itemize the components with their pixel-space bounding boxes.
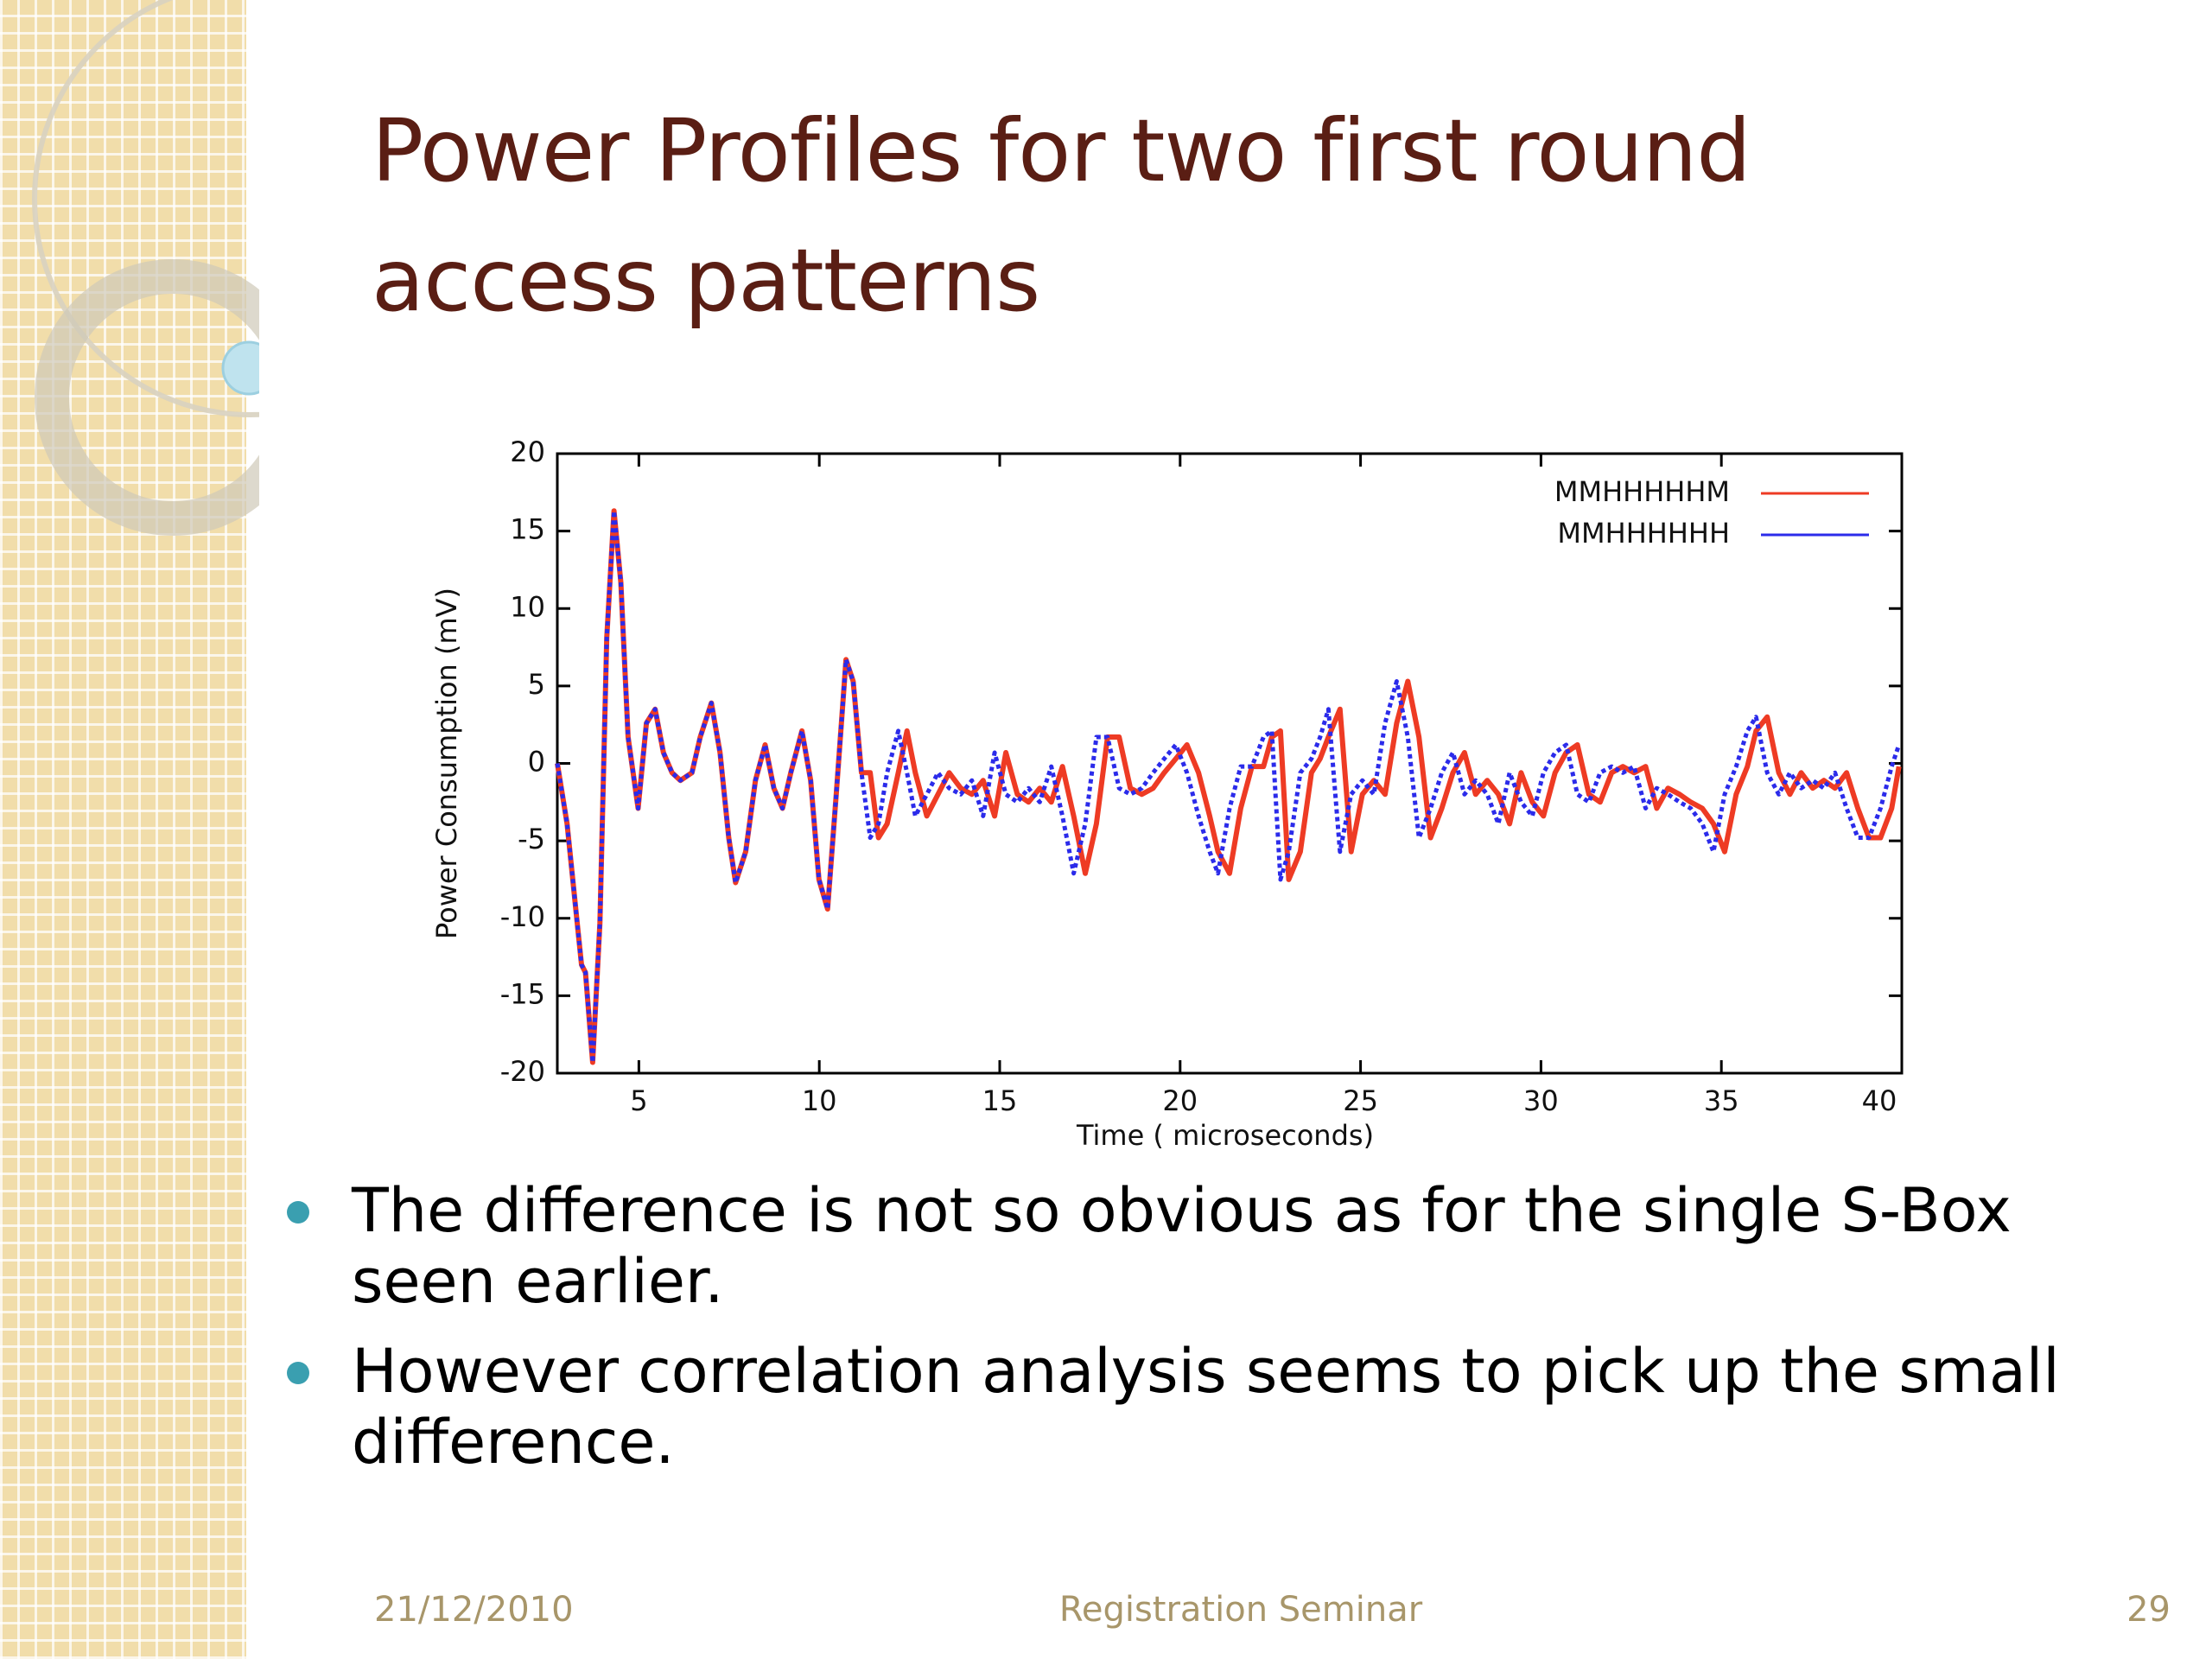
y-tick-label: 5: [528, 668, 545, 701]
series-line: [555, 508, 1902, 1065]
x-tick-label: 20: [1162, 1084, 1198, 1117]
legend-label: MMHHHHHM: [1554, 475, 1730, 508]
y-tick-label: -10: [500, 900, 545, 933]
y-axis-label: Power Consumption (mV): [430, 588, 463, 939]
y-tick-label: 15: [510, 513, 545, 546]
decoration: [32, 0, 259, 536]
bullet-dot: [287, 1201, 309, 1224]
x-tick-label: 5: [630, 1084, 647, 1117]
y-tick-label: 10: [510, 590, 545, 623]
x-axis-label: Time ( microseconds): [1076, 1119, 1374, 1152]
x-tick-label: 10: [802, 1084, 837, 1117]
deco-ring: [35, 259, 259, 536]
y-tick-label: -15: [500, 977, 545, 1010]
y-tick-label: -20: [500, 1055, 545, 1088]
x-tick-label: 15: [982, 1084, 1018, 1117]
legend-label: MMHHHHHH: [1557, 517, 1730, 550]
deco-ring: [32, 0, 259, 417]
x-tick-label: 30: [1523, 1084, 1559, 1117]
bullet-list: The difference is not so obvious as for …: [259, 1175, 2143, 1497]
x-tick-label: 35: [1704, 1084, 1739, 1117]
y-tick-label: 0: [528, 746, 545, 779]
x-tick-label: 25: [1343, 1084, 1378, 1117]
x-tick-label: 40: [1862, 1084, 1897, 1117]
series-line: [555, 508, 1902, 1065]
deco-bubble: [221, 340, 259, 396]
bullet: The difference is not so obvious as for …: [259, 1175, 2143, 1317]
bullet-text: The difference is not so obvious as for …: [352, 1175, 2012, 1317]
bullet-dot: [287, 1362, 309, 1384]
slide-title: Power Profiles for two first round acces…: [372, 100, 1751, 331]
y-tick-label: 20: [510, 435, 545, 468]
bullet: However correlation analysis seems to pi…: [259, 1336, 2143, 1478]
page-number: 29: [2126, 1590, 2171, 1630]
bullet-text: However correlation analysis seems to pi…: [352, 1336, 2060, 1478]
footer-title: Registration Seminar: [1058, 1590, 1423, 1630]
y-tick-label: -5: [518, 823, 545, 855]
footer-date: 21/12/2010: [374, 1590, 574, 1630]
